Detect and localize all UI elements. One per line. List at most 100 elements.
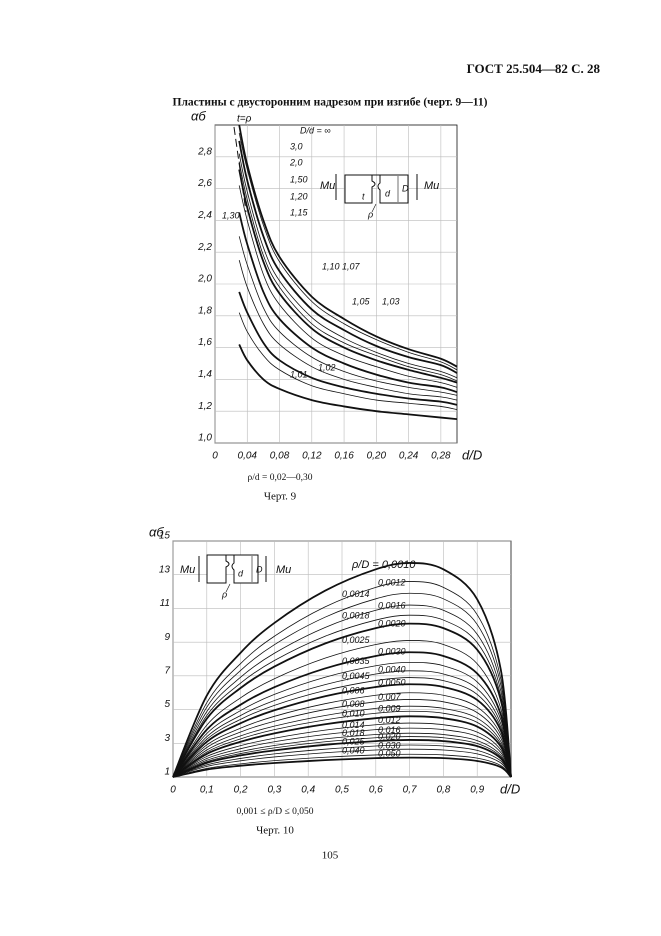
x-tick-label: 0,1: [200, 785, 214, 796]
x-tick-label: 0,12: [302, 451, 322, 462]
curve: [172, 736, 512, 778]
sketch-label: Mи: [320, 180, 335, 192]
section-title: Пластины с двусторонним надрезом при изг…: [173, 97, 488, 109]
curve-label: 0,0020: [378, 619, 406, 629]
sketch-label: Mи: [180, 564, 195, 576]
x-tick-label: 0,16: [334, 451, 354, 462]
curve-label: 0,040: [342, 745, 365, 755]
y-axis-label: αб: [191, 108, 206, 123]
curve: [238, 124, 458, 368]
y-tick-label: 2,0: [197, 274, 212, 285]
figure-label: Черт. 9: [264, 491, 297, 503]
y-tick-label: 2,2: [197, 242, 212, 253]
curve-label: 0,010: [342, 709, 365, 719]
page-number: 105: [322, 850, 339, 862]
curve-label: 1,50: [290, 174, 308, 184]
curve-label: 1,05: [352, 296, 371, 306]
curve: [238, 260, 458, 401]
curve: [172, 744, 512, 778]
curve-label: 0,050: [378, 748, 401, 758]
curve: [172, 581, 512, 778]
curve-label: 0,030: [378, 740, 401, 750]
curve: [238, 153, 458, 379]
y-tick-label: 2,4: [197, 210, 212, 221]
figure-label: Черт. 10: [256, 825, 294, 837]
curve-label: 1,10: [322, 261, 340, 271]
curve: [172, 710, 512, 778]
x-tick-label: 0,9: [470, 785, 484, 796]
y-tick-label: 2,6: [197, 178, 212, 189]
curve-label: 0,0018: [342, 610, 370, 620]
curve-label: 1,02: [318, 362, 336, 372]
sketch-label: d: [385, 188, 391, 198]
curve-label: 0,006: [342, 686, 365, 696]
x-tick-label: 0,5: [335, 785, 349, 796]
curve: [172, 722, 512, 778]
y-tick-label: 3: [164, 733, 170, 744]
curve: [172, 622, 512, 778]
curve-label: 0,012: [378, 715, 401, 725]
curve: [172, 683, 512, 778]
curve: [238, 140, 458, 374]
curve-label: 0,014: [342, 720, 365, 730]
curve-label: 0,007: [378, 692, 402, 702]
curve-label: 0,0030: [378, 646, 406, 656]
curve: [238, 185, 458, 388]
curve: [172, 670, 512, 778]
curve-label: 0,0012: [378, 578, 406, 588]
y-axis-label: αб: [149, 524, 164, 539]
curve: [172, 677, 512, 778]
curve-label: 0,0050: [378, 677, 406, 687]
x-tick-label: 0,08: [270, 451, 290, 462]
curve-label: 1,03: [382, 296, 400, 306]
y-tick-label: 1,2: [198, 401, 212, 412]
curve-label: 0,025: [342, 736, 366, 746]
x-tick-label: 0,4: [301, 785, 315, 796]
y-tick-label: 1,4: [198, 369, 212, 380]
x-tick-label: 0: [170, 785, 176, 796]
x-tick-label: 0,28: [431, 451, 451, 462]
curve: [238, 312, 458, 411]
y-tick-label: 1,8: [198, 305, 212, 316]
y-tick-label: 1,6: [198, 337, 212, 348]
curve-label: 1,30: [222, 210, 240, 220]
sketch-label: Mи: [424, 180, 439, 192]
x-tick-label: 0,8: [436, 785, 450, 796]
y-tick-label: 5: [164, 699, 170, 710]
curve: [172, 562, 512, 778]
curve-label: ρ/D = 0,0010: [351, 559, 416, 571]
curve-label: 2,0: [289, 157, 303, 167]
curve: [172, 715, 512, 778]
x-tick-label: 0: [212, 451, 218, 462]
curve-label: 0,018: [342, 728, 365, 738]
x-tick-label: 0,04: [238, 451, 258, 462]
curve-label: 0,008: [342, 699, 365, 709]
y-tick-label: 13: [159, 564, 171, 575]
annotation: t=ρ: [237, 114, 252, 125]
curve: [238, 169, 458, 384]
x-tick-label: 0,3: [267, 785, 281, 796]
curve: [172, 614, 512, 778]
curve-label: 1,20: [290, 191, 308, 201]
leader-line: [225, 583, 231, 593]
sketch-label: D: [256, 564, 263, 574]
sketch-label: Mи: [276, 564, 291, 576]
y-tick-label: 9: [164, 632, 170, 643]
curve: [172, 699, 512, 778]
curve: [172, 753, 512, 778]
curve-label: 0,0016: [378, 601, 406, 611]
curve-label: 0,020: [378, 731, 401, 741]
curve: [172, 739, 512, 778]
specimen-sketch: [335, 174, 418, 213]
curve: [172, 756, 512, 778]
curve: [238, 291, 458, 406]
curve-label: 0,009: [378, 704, 401, 714]
specimen-sketch: [198, 554, 267, 593]
curve-label: 0,0025: [342, 635, 371, 645]
curve-label: 1,15: [290, 207, 309, 217]
curve-label: 0,0035: [342, 656, 371, 666]
curve-label: 0,0045: [342, 671, 371, 681]
x-axis-label: d/D: [462, 447, 482, 462]
x-tick-label: 0,24: [399, 451, 419, 462]
